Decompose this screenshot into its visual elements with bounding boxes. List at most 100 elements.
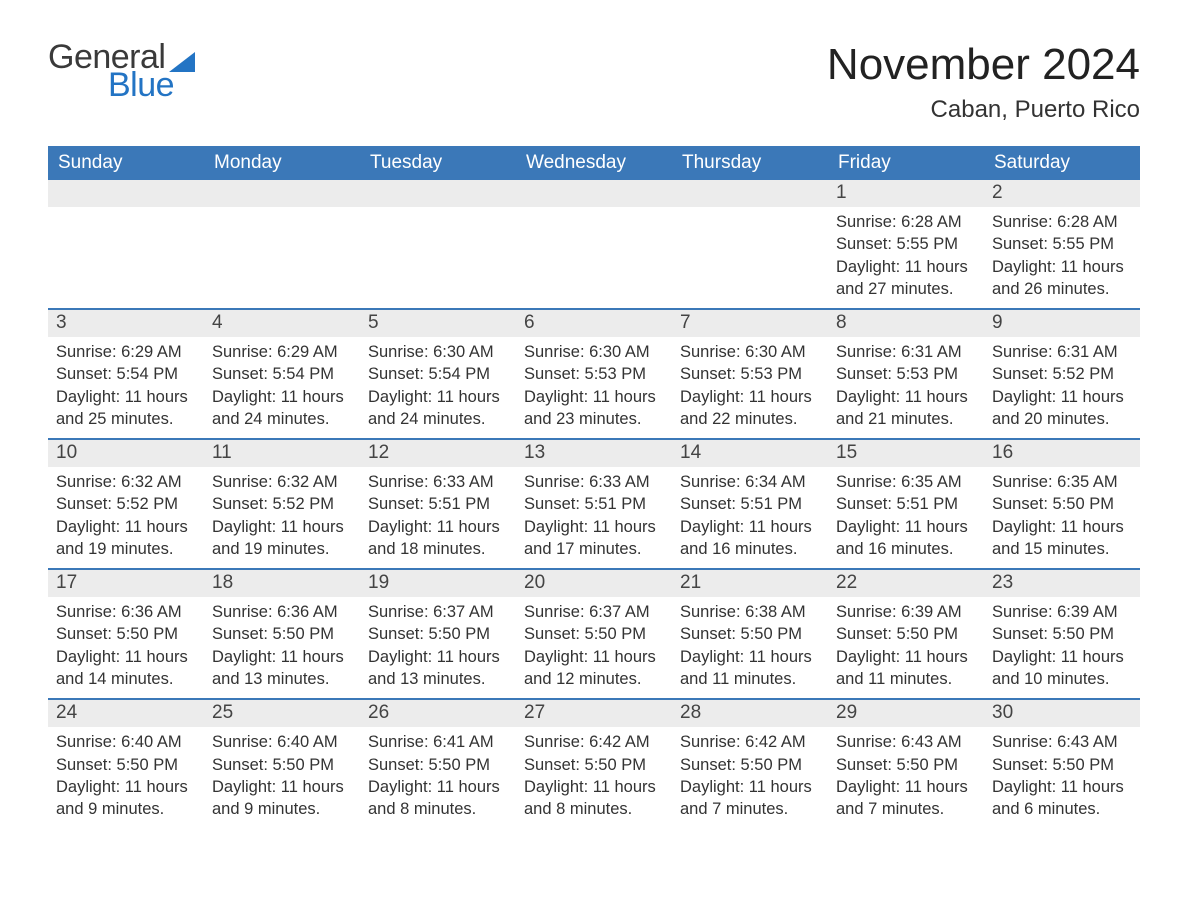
- day-number: 2: [984, 180, 1140, 207]
- day-number: 28: [672, 698, 828, 727]
- daylight-text: Daylight: 11 hours and 13 minutes.: [368, 646, 508, 691]
- daylight-text: Daylight: 11 hours and 15 minutes.: [992, 516, 1132, 561]
- day-details: Sunrise: 6:42 AMSunset: 5:50 PMDaylight:…: [516, 727, 672, 828]
- sunrise-text: Sunrise: 6:36 AM: [212, 601, 352, 623]
- header: General Blue November 2024 Caban, Puerto…: [48, 40, 1140, 138]
- day-details: Sunrise: 6:37 AMSunset: 5:50 PMDaylight:…: [516, 597, 672, 698]
- day-number: 22: [828, 568, 984, 597]
- day-details: Sunrise: 6:32 AMSunset: 5:52 PMDaylight:…: [204, 467, 360, 568]
- sunrise-text: Sunrise: 6:33 AM: [368, 471, 508, 493]
- sunrise-text: Sunrise: 6:28 AM: [992, 211, 1132, 233]
- day-details: Sunrise: 6:37 AMSunset: 5:50 PMDaylight:…: [360, 597, 516, 698]
- sunrise-text: Sunrise: 6:29 AM: [212, 341, 352, 363]
- day-details: Sunrise: 6:33 AMSunset: 5:51 PMDaylight:…: [516, 467, 672, 568]
- daylight-text: Daylight: 11 hours and 18 minutes.: [368, 516, 508, 561]
- calendar-day-cell: 23Sunrise: 6:39 AMSunset: 5:50 PMDayligh…: [984, 568, 1140, 698]
- sunset-text: Sunset: 5:50 PM: [368, 754, 508, 776]
- sunrise-text: Sunrise: 6:41 AM: [368, 731, 508, 753]
- day-number: 21: [672, 568, 828, 597]
- daylight-text: Daylight: 11 hours and 7 minutes.: [680, 776, 820, 821]
- sunset-text: Sunset: 5:52 PM: [212, 493, 352, 515]
- sunrise-text: Sunrise: 6:34 AM: [680, 471, 820, 493]
- sunrise-text: Sunrise: 6:33 AM: [524, 471, 664, 493]
- day-details: [204, 207, 360, 219]
- daylight-text: Daylight: 11 hours and 20 minutes.: [992, 386, 1132, 431]
- day-details: [516, 207, 672, 219]
- calendar-day-cell: 14Sunrise: 6:34 AMSunset: 5:51 PMDayligh…: [672, 438, 828, 568]
- calendar-day-cell: 1Sunrise: 6:28 AMSunset: 5:55 PMDaylight…: [828, 180, 984, 308]
- sunset-text: Sunset: 5:50 PM: [992, 754, 1132, 776]
- sunrise-text: Sunrise: 6:39 AM: [992, 601, 1132, 623]
- day-details: Sunrise: 6:35 AMSunset: 5:51 PMDaylight:…: [828, 467, 984, 568]
- sunset-text: Sunset: 5:50 PM: [56, 754, 196, 776]
- daylight-text: Daylight: 11 hours and 16 minutes.: [680, 516, 820, 561]
- sunrise-text: Sunrise: 6:28 AM: [836, 211, 976, 233]
- day-number: 10: [48, 438, 204, 467]
- day-number: 27: [516, 698, 672, 727]
- daylight-text: Daylight: 11 hours and 9 minutes.: [212, 776, 352, 821]
- calendar-week-row: 10Sunrise: 6:32 AMSunset: 5:52 PMDayligh…: [48, 438, 1140, 568]
- sunrise-text: Sunrise: 6:30 AM: [524, 341, 664, 363]
- day-details: Sunrise: 6:34 AMSunset: 5:51 PMDaylight:…: [672, 467, 828, 568]
- calendar-day-cell: 13Sunrise: 6:33 AMSunset: 5:51 PMDayligh…: [516, 438, 672, 568]
- calendar-day-cell: 4Sunrise: 6:29 AMSunset: 5:54 PMDaylight…: [204, 308, 360, 438]
- weekday-header: Monday: [204, 146, 360, 180]
- sunset-text: Sunset: 5:51 PM: [368, 493, 508, 515]
- day-number: [360, 180, 516, 207]
- sunset-text: Sunset: 5:54 PM: [212, 363, 352, 385]
- day-details: Sunrise: 6:28 AMSunset: 5:55 PMDaylight:…: [828, 207, 984, 308]
- calendar-day-cell: 27Sunrise: 6:42 AMSunset: 5:50 PMDayligh…: [516, 698, 672, 828]
- location-subtitle: Caban, Puerto Rico: [827, 96, 1140, 124]
- calendar-day-cell: 19Sunrise: 6:37 AMSunset: 5:50 PMDayligh…: [360, 568, 516, 698]
- day-number: 13: [516, 438, 672, 467]
- sunrise-text: Sunrise: 6:38 AM: [680, 601, 820, 623]
- daylight-text: Daylight: 11 hours and 21 minutes.: [836, 386, 976, 431]
- calendar-day-cell: 30Sunrise: 6:43 AMSunset: 5:50 PMDayligh…: [984, 698, 1140, 828]
- sunset-text: Sunset: 5:50 PM: [680, 754, 820, 776]
- day-number: 26: [360, 698, 516, 727]
- day-details: Sunrise: 6:39 AMSunset: 5:50 PMDaylight:…: [828, 597, 984, 698]
- day-details: Sunrise: 6:39 AMSunset: 5:50 PMDaylight:…: [984, 597, 1140, 698]
- calendar-day-cell: 12Sunrise: 6:33 AMSunset: 5:51 PMDayligh…: [360, 438, 516, 568]
- day-details: Sunrise: 6:31 AMSunset: 5:52 PMDaylight:…: [984, 337, 1140, 438]
- sunset-text: Sunset: 5:50 PM: [56, 623, 196, 645]
- daylight-text: Daylight: 11 hours and 22 minutes.: [680, 386, 820, 431]
- day-details: Sunrise: 6:32 AMSunset: 5:52 PMDaylight:…: [48, 467, 204, 568]
- sunset-text: Sunset: 5:51 PM: [836, 493, 976, 515]
- sunrise-text: Sunrise: 6:30 AM: [368, 341, 508, 363]
- day-details: Sunrise: 6:33 AMSunset: 5:51 PMDaylight:…: [360, 467, 516, 568]
- daylight-text: Daylight: 11 hours and 9 minutes.: [56, 776, 196, 821]
- calendar-day-cell: 21Sunrise: 6:38 AMSunset: 5:50 PMDayligh…: [672, 568, 828, 698]
- day-number: 14: [672, 438, 828, 467]
- brand-logo: General Blue: [48, 40, 197, 102]
- day-details: Sunrise: 6:30 AMSunset: 5:53 PMDaylight:…: [516, 337, 672, 438]
- sunrise-text: Sunrise: 6:36 AM: [56, 601, 196, 623]
- daylight-text: Daylight: 11 hours and 12 minutes.: [524, 646, 664, 691]
- calendar-day-cell: 5Sunrise: 6:30 AMSunset: 5:54 PMDaylight…: [360, 308, 516, 438]
- calendar-day-cell: 3Sunrise: 6:29 AMSunset: 5:54 PMDaylight…: [48, 308, 204, 438]
- daylight-text: Daylight: 11 hours and 24 minutes.: [368, 386, 508, 431]
- day-details: Sunrise: 6:36 AMSunset: 5:50 PMDaylight:…: [204, 597, 360, 698]
- day-number: 12: [360, 438, 516, 467]
- sunrise-text: Sunrise: 6:32 AM: [56, 471, 196, 493]
- calendar-week-row: 3Sunrise: 6:29 AMSunset: 5:54 PMDaylight…: [48, 308, 1140, 438]
- day-details: Sunrise: 6:31 AMSunset: 5:53 PMDaylight:…: [828, 337, 984, 438]
- calendar-day-cell: 20Sunrise: 6:37 AMSunset: 5:50 PMDayligh…: [516, 568, 672, 698]
- daylight-text: Daylight: 11 hours and 7 minutes.: [836, 776, 976, 821]
- sunset-text: Sunset: 5:53 PM: [836, 363, 976, 385]
- sunset-text: Sunset: 5:55 PM: [992, 233, 1132, 255]
- sunrise-text: Sunrise: 6:32 AM: [212, 471, 352, 493]
- sunset-text: Sunset: 5:50 PM: [524, 623, 664, 645]
- sunset-text: Sunset: 5:50 PM: [992, 493, 1132, 515]
- day-number: 4: [204, 308, 360, 337]
- calendar-day-cell: 25Sunrise: 6:40 AMSunset: 5:50 PMDayligh…: [204, 698, 360, 828]
- day-details: [672, 207, 828, 219]
- day-number: 30: [984, 698, 1140, 727]
- calendar-day-cell: 26Sunrise: 6:41 AMSunset: 5:50 PMDayligh…: [360, 698, 516, 828]
- day-number: 25: [204, 698, 360, 727]
- daylight-text: Daylight: 11 hours and 19 minutes.: [56, 516, 196, 561]
- sunrise-text: Sunrise: 6:40 AM: [56, 731, 196, 753]
- calendar-day-cell: 24Sunrise: 6:40 AMSunset: 5:50 PMDayligh…: [48, 698, 204, 828]
- daylight-text: Daylight: 11 hours and 23 minutes.: [524, 386, 664, 431]
- sunset-text: Sunset: 5:50 PM: [212, 623, 352, 645]
